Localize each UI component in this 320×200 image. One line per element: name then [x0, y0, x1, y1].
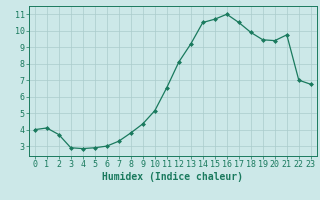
X-axis label: Humidex (Indice chaleur): Humidex (Indice chaleur)	[102, 172, 243, 182]
